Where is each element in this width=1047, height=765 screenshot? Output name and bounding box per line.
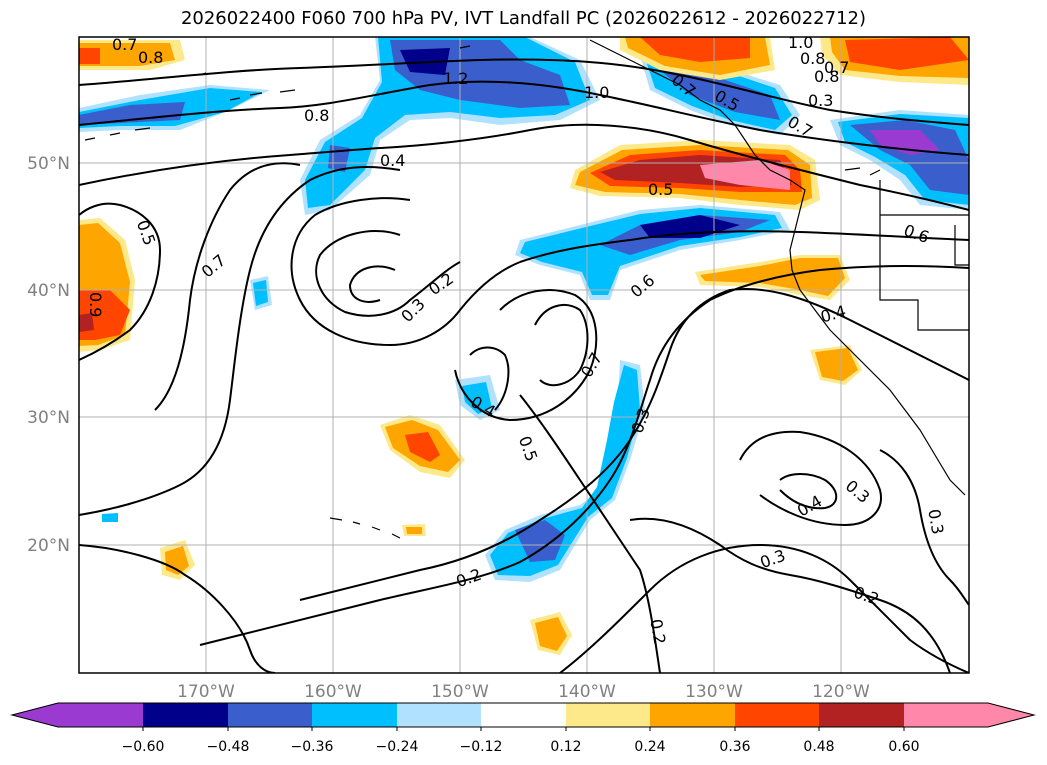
contour-label: 1.0 [584, 83, 609, 102]
lon-label: 120°W [812, 682, 870, 702]
colorbar: −0.60 −0.48 −0.36 −0.24 −0.12 0.12 0.24 … [10, 702, 1036, 755]
lon-label: 140°W [558, 682, 616, 702]
contour-label: 0.7 [824, 58, 849, 77]
colorbar-outline [10, 702, 1036, 728]
contour-label: 1.2 [443, 69, 468, 88]
contour-label: 0.4 [380, 151, 405, 170]
colorbar-tick-label: −0.48 [207, 739, 250, 755]
colorbar-swatch [819, 703, 904, 727]
map-title: 2026022400 F060 700 hPa PV, IVT Landfall… [180, 8, 867, 29]
lat-label: 30°N [27, 408, 70, 428]
contour-label: 0.2 [646, 618, 669, 646]
contour-label: 0.5 [648, 180, 673, 199]
colorbar-tick-label: −0.12 [460, 739, 503, 755]
lat-label: 40°N [27, 281, 70, 301]
colorbar-ticks [142, 727, 905, 731]
colorbar-swatch [566, 703, 650, 727]
colorbar-tick-label: 0.12 [550, 739, 581, 755]
colorbar-swatch [143, 703, 228, 727]
contour-label: 0.9 [86, 292, 105, 317]
colorbar-swatch [312, 703, 397, 727]
colorbar-tick-label: 0.36 [719, 739, 750, 755]
contour-label: 0.3 [924, 508, 947, 536]
contour-label: 1.0 [788, 33, 813, 52]
lat-label: 20°N [27, 536, 70, 556]
pv-contours [79, 58, 969, 673]
colorbar-swatch [397, 703, 481, 727]
contour-label: 0.8 [814, 67, 839, 86]
colorbar-tick-label: −0.60 [122, 739, 165, 755]
latitude-axis: 50°N 40°N 30°N 20°N [27, 154, 70, 556]
colorbar-swatch [228, 703, 312, 727]
colorbar-tick-label: −0.24 [376, 739, 419, 755]
colorbar-extend-low [12, 703, 58, 727]
colorbar-tick-label: 0.24 [634, 739, 665, 755]
filled-anomalies [79, 37, 969, 655]
contour-label: 0.8 [800, 49, 825, 68]
contour-label: 0.8 [138, 48, 163, 67]
contour-label: 0.3 [808, 91, 833, 110]
colorbar-swatch [735, 703, 819, 727]
longitude-axis: 170°W 160°W 150°W 140°W 130°W 120°W [177, 682, 870, 702]
lat-label: 50°N [27, 154, 70, 174]
colorbar-swatch [481, 703, 566, 727]
lon-label: 170°W [177, 682, 235, 702]
lon-label: 130°W [685, 682, 743, 702]
lon-label: 160°W [304, 682, 362, 702]
lon-label: 150°W [431, 682, 489, 702]
colorbar-swatch [58, 703, 143, 727]
colorbar-tick-label: 0.48 [803, 739, 834, 755]
colorbar-tick-labels: −0.60 −0.48 −0.36 −0.24 −0.12 0.12 0.24 … [122, 739, 920, 755]
gridlines [79, 37, 969, 673]
contour-label: 0.8 [304, 106, 329, 125]
contour-label: 0.7 [112, 35, 137, 54]
colorbar-swatch [650, 703, 735, 727]
colorbar-extend-high [904, 703, 1034, 727]
colorbar-tick-label: 0.60 [888, 739, 919, 755]
colorbar-tick-label: −0.36 [291, 739, 334, 755]
contour-label-group: 0.7 0.8 0.8 1.2 1.0 0.4 0.5 0.7 0.9 0.2 … [86, 33, 947, 646]
plot-frame [78, 36, 970, 674]
